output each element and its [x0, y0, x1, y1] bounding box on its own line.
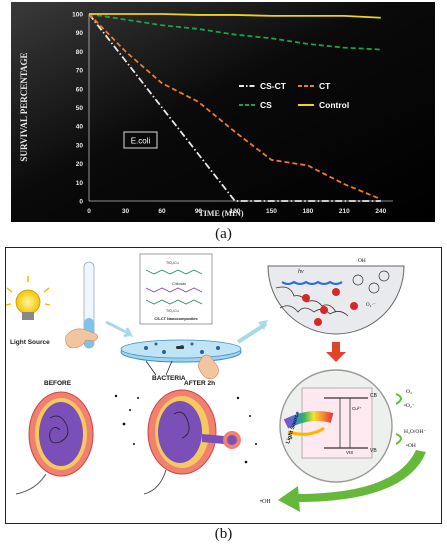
mechanism-svg: Light Source TiO₂/Cu Chitosan TiO₂/Cu CS… — [5, 253, 426, 512]
x-tick-label: 120 — [229, 208, 240, 215]
series-line-control — [89, 13, 381, 19]
x-tick-label: 180 — [302, 208, 313, 215]
y-tick-label: 70 — [76, 68, 84, 75]
legend-label-cs-ct: CS-CT — [260, 81, 287, 91]
chart-series — [88, 13, 382, 202]
x-tick-label: 30 — [122, 208, 130, 215]
inset-caption: CS-CT Nanocomposites — [154, 317, 197, 321]
hv-label: hv — [298, 269, 304, 275]
y-tick-label: 10 — [76, 180, 84, 187]
x-axis-label: TIME (MIN) — [198, 209, 243, 218]
y-tick-label: 30 — [76, 142, 84, 149]
x-tick-labels: 0 30 60 90 120 150 180 210 240 — [87, 208, 386, 215]
vb-label: VB — [370, 448, 377, 454]
legend: CS-CT CT CS Control — [239, 81, 349, 110]
red-arrow-icon — [326, 342, 346, 362]
survival-chart: 0 10 20 30 40 50 60 70 80 90 100 0 30 60 90 120 150 180 2… — [11, 2, 435, 222]
debris-dots — [114, 394, 257, 464]
y-tick-label: 0 — [79, 199, 83, 206]
light-source-label: Light Source — [10, 339, 50, 346]
y-tick-label: 50 — [76, 105, 84, 112]
photocatalyst-hemisphere — [267, 265, 405, 335]
x-tick-label: 210 — [339, 208, 350, 215]
legend-label-control: Control — [319, 100, 349, 110]
inset-tio2-top: TiO₂/Cu — [166, 261, 179, 265]
ecoli-annotation-text: E.coli — [131, 137, 151, 146]
series-line-cs — [88, 13, 381, 51]
y-axis-label: SURVIVAL PERCENTAGE — [19, 52, 29, 161]
before-label: BEFORE — [44, 380, 72, 387]
caption-b: (b) — [214, 526, 233, 542]
hand-icon — [65, 328, 98, 349]
petri-dish-icon — [120, 339, 242, 363]
after-label: AFTER 2h — [184, 380, 215, 387]
x-tick-label: 150 — [266, 208, 277, 215]
bacterium-before-icon — [15, 391, 94, 495]
series-line-ct — [88, 13, 382, 200]
mechanism-diagram: Light Source TiO₂/Cu Chitosan TiO₂/Cu CS… — [5, 247, 442, 524]
band-diagram — [279, 369, 393, 483]
y-tick-label: 80 — [76, 49, 84, 56]
x-tick-label: 0 — [87, 208, 91, 215]
curved-arrow-icon — [395, 393, 402, 445]
y-tick-labels: 0 10 20 30 40 50 60 70 80 90 100 — [72, 12, 83, 206]
oh-label: ·OH — [356, 258, 366, 264]
y-tick-label: 20 — [76, 161, 84, 168]
legend-label-ct: CT — [319, 81, 331, 91]
pointer-lines — [145, 360, 173, 376]
y-tick-label: 90 — [76, 30, 84, 37]
bacteria-label: BACTERIA — [152, 375, 186, 382]
light-bulb-icon — [5, 276, 51, 320]
inset-chitosan: Chitosan — [172, 282, 186, 286]
y-tick-label: 60 — [76, 86, 84, 93]
bacterium-after-icon — [143, 389, 241, 495]
y-tick-label: 40 — [76, 124, 84, 131]
o2-minus-label: •O₂⁻ — [404, 403, 415, 409]
series-line-cs-ct — [88, 13, 381, 202]
oh-radical-label: •OH — [406, 443, 416, 449]
cs-ct-structure-inset: TiO₂/Cu Chitosan TiO₂/Cu CS-CT Nanocompo… — [139, 253, 213, 325]
caption-a: (a) — [215, 226, 232, 242]
green-arrow-icon — [278, 450, 426, 512]
o2-radical-label: O₂·⁻ — [366, 303, 376, 308]
o2-label: O₂ — [406, 389, 412, 395]
oh-bottom-label: •OH — [260, 499, 271, 505]
inset-tio2-bottom: TiO₂/Cu — [166, 309, 179, 313]
chart-background — [11, 2, 435, 222]
y-tick-label: 100 — [72, 12, 83, 19]
x-tick-label: 90 — [195, 208, 203, 215]
x-tick-label: 60 — [158, 208, 166, 215]
x-tick-label: 240 — [375, 208, 386, 215]
vis-label: VIS — [346, 450, 353, 455]
ecoli-annotation: E.coli — [123, 131, 158, 149]
arrow-icon — [105, 320, 268, 344]
cu-label: Cu²⁺ — [352, 406, 362, 411]
legend-label-cs: CS — [260, 100, 272, 110]
cb-label: CB — [370, 393, 378, 399]
h2o-label: H₂O/OH⁻ — [404, 429, 426, 435]
hand-icon — [197, 354, 219, 380]
